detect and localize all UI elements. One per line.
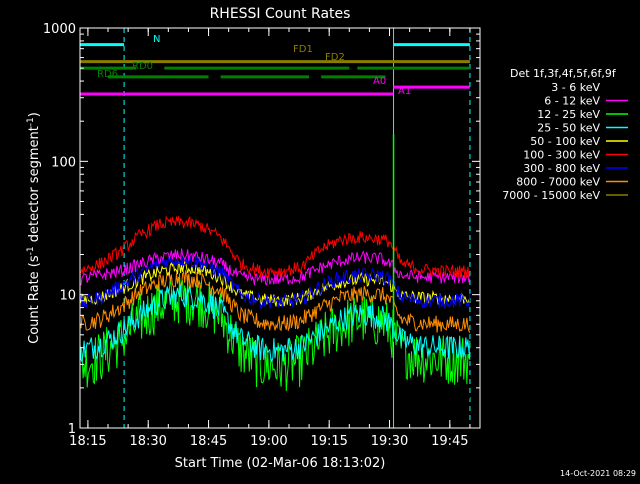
y-tick-label: 1000 <box>43 22 76 37</box>
y-label-part3: ) <box>27 112 42 117</box>
x-tick-label: 19:15 <box>310 434 347 449</box>
flag-label-n: N <box>153 34 160 45</box>
y-tick-label: 1 <box>68 422 76 437</box>
y-label-sup1: -1 <box>26 246 36 255</box>
flag-label-rd0: RD0 <box>132 61 153 72</box>
x-tick-label: 18:45 <box>190 434 227 449</box>
series-line-6-12-kev <box>80 248 471 286</box>
plot-frame <box>79 27 481 429</box>
legend-entry-label: 800 - 7000 keV <box>516 176 600 189</box>
x-tick-label: 19:00 <box>250 434 287 449</box>
series-line-25-50-kev <box>79 283 471 364</box>
flag-label-rd6: RD6 <box>97 69 118 80</box>
x-tick-label: 18:15 <box>69 434 106 449</box>
legend-entry-label: 25 - 50 keV <box>537 122 600 135</box>
legend-entry-label: 6 - 12 keV <box>544 95 600 108</box>
y-label-sup2: -1 <box>26 117 36 126</box>
x-tick-label: 18:30 <box>129 434 166 449</box>
flag-bars: N FD1 FD2 RD0 RD6 A0 A1 <box>79 34 470 97</box>
axes: 1 10 100 1000 18:15 18:30 18:45 19:00 19:15 19:30… <box>43 22 481 449</box>
y-tick-label: 10 <box>59 289 76 304</box>
series-line-12-25-kev <box>79 273 471 392</box>
legend-entry-label: 12 - 25 keV <box>537 108 600 121</box>
x-tick-label: 19:45 <box>431 434 468 449</box>
series-line-100-300-kev <box>79 215 471 279</box>
x-axis-label: Start Time (02-Mar-06 18:13:02) <box>175 456 386 471</box>
x-tick-label: 19:30 <box>371 434 408 449</box>
y-label-part1: Count Rate (s <box>27 255 42 344</box>
legend-entry-label: 7000 - 15000 keV <box>502 189 600 202</box>
flag-label-a1: A1 <box>398 86 411 97</box>
legend-entry-label: 3 - 6 keV <box>551 81 600 94</box>
y-tick-label: 100 <box>51 155 76 170</box>
legend-entry-label: 100 - 300 keV <box>523 149 600 162</box>
legend-title: Det 1f,3f,4f,5f,6f,9f <box>510 67 617 80</box>
flag-label-fd2: FD2 <box>325 52 345 63</box>
series-lines <box>79 134 471 418</box>
legend-entry-label: 50 - 100 keV <box>530 135 600 148</box>
legend-entry-label: 300 - 800 keV <box>523 162 600 175</box>
series-line-800-7000-kev <box>79 269 471 333</box>
y-label-part2: detector segment <box>27 126 42 246</box>
footer-timestamp: 14-Oct-2021 08:29 <box>560 469 636 478</box>
flag-label-fd1: FD1 <box>293 44 313 55</box>
chart-title: RHESSI Count Rates <box>210 6 351 22</box>
flag-label-a0: A0 <box>373 76 386 87</box>
series-line-3-6-kev <box>79 261 471 418</box>
y-axis-label: Count Rate (s-1 detector segment-1) <box>26 112 42 344</box>
